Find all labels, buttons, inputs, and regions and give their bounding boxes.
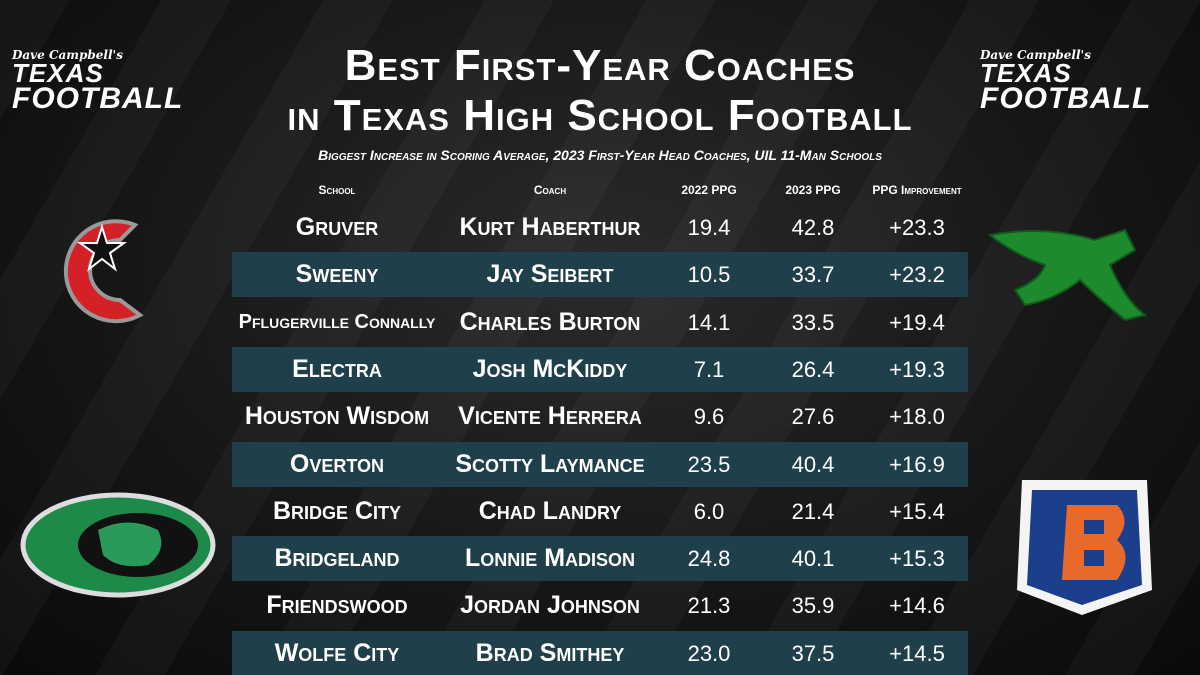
number-cell: 6.0 — [693, 498, 725, 524]
brand-line: TEXAS — [980, 58, 1072, 88]
brand-byline: Dave Campbell's — [980, 48, 1091, 62]
text-cell: Bridge City — [272, 496, 402, 525]
column-header: 2022 PPG — [681, 183, 737, 197]
text-cell: Kurt Haberthur — [459, 213, 641, 241]
text-cell: Pflugerville Connally — [238, 310, 436, 333]
subtitle: Biggest Increase in Scoring Average, 202… — [318, 147, 882, 163]
number-cell: 33.7 — [791, 262, 835, 288]
brand-byline: Dave Campbell's — [12, 48, 123, 62]
number-cell: 24.8 — [687, 546, 731, 572]
number-cell: 14.1 — [687, 309, 731, 335]
column-header: 2023 PPG — [785, 183, 841, 197]
number-cell: 21.4 — [791, 498, 835, 524]
text-cell: Overton — [289, 449, 385, 478]
number-cell: 10.5 — [687, 262, 731, 288]
number-cell: 26.4 — [791, 356, 835, 382]
number-cell: 9.6 — [693, 404, 725, 430]
text-cell: Josh McKiddy — [472, 354, 628, 383]
column-header: School — [318, 183, 356, 197]
text-cell: Bridgeland — [274, 544, 400, 573]
text-cell: Gruver — [295, 213, 379, 241]
table-row: Wolfe City Brad Smithey 23.0 37.5 +14.5 — [232, 630, 968, 675]
number-cell: +15.3 — [889, 546, 945, 572]
team-logo — [20, 492, 216, 598]
table-row: Houston Wisdom Vicente Herrera 9.6 27.6 +18.… — [232, 394, 968, 439]
title-line: Best First-Year Coaches — [344, 41, 856, 90]
number-cell: 21.3 — [687, 593, 731, 619]
number-cell: +23.2 — [889, 262, 945, 288]
column-header: Coach — [533, 183, 567, 197]
number-cell: +23.3 — [889, 215, 945, 240]
number-cell: 27.6 — [791, 404, 835, 430]
text-cell: Scotty Laymance — [455, 449, 645, 478]
number-cell: 40.1 — [791, 546, 835, 572]
text-cell: Jay Seibert — [486, 260, 614, 289]
text-cell: Charles Burton — [459, 307, 641, 336]
team-logo — [1017, 480, 1152, 615]
text-cell: Electra — [292, 354, 382, 383]
text-cell: Vicente Herrera — [458, 402, 642, 431]
table-row: Bridge City Chad Landry 6.0 21.4 +15.4 — [232, 489, 968, 534]
table-row: Electra Josh McKiddy 7.1 26.4 +19.3 — [232, 346, 968, 392]
brand-line: FOOTBALL — [980, 82, 1152, 116]
team-logo — [63, 219, 144, 324]
text-cell: Wolfe City — [274, 638, 400, 667]
number-cell: 42.8 — [791, 215, 835, 240]
text-cell: Friendswood — [266, 591, 408, 620]
table-row: Bridgeland Lonnie Madison 24.8 40.1 +15.3 — [232, 536, 968, 582]
number-cell: +19.4 — [889, 309, 945, 335]
number-cell: +18.0 — [889, 404, 945, 430]
text-cell: Sweeny — [295, 260, 379, 289]
table-row: Overton Scotty Laymance 23.5 40.4 +16.9 — [232, 441, 968, 487]
number-cell: 33.5 — [791, 309, 835, 335]
number-cell: +16.9 — [889, 451, 945, 477]
text-cell: Houston Wisdom — [244, 402, 430, 431]
brand-logo: Dave Campbell's TEXAS FOOTBALL — [12, 48, 232, 114]
title-line: in Texas High School Football — [287, 91, 913, 140]
team-logo — [987, 228, 1148, 322]
number-cell: 40.4 — [791, 451, 835, 477]
table-row: Sweeny Jay Seibert 10.5 33.7 +23.2 — [232, 252, 968, 298]
number-cell: 23.0 — [687, 640, 731, 666]
text-cell: Lonnie Madison — [464, 544, 636, 573]
brand-line: FOOTBALL — [12, 82, 184, 116]
number-cell: +15.4 — [889, 498, 945, 524]
number-cell: +14.6 — [889, 593, 945, 619]
text-cell: Chad Landry — [478, 496, 622, 525]
number-cell: 19.4 — [687, 215, 731, 240]
table-row: Pflugerville Connally Charles Burton 14.1 3… — [232, 300, 968, 345]
number-cell: 7.1 — [693, 356, 725, 382]
column-header: PPG Improvement — [872, 183, 962, 197]
brand-logo: Dave Campbell's TEXAS FOOTBALL — [980, 48, 1200, 114]
number-cell: 35.9 — [791, 593, 835, 619]
number-cell: +19.3 — [889, 356, 945, 382]
brand-line: TEXAS — [12, 58, 104, 88]
number-cell: 37.5 — [791, 640, 835, 666]
table-row: Gruver Kurt Haberthur 19.4 42.8 +23.3 — [232, 205, 968, 250]
number-cell: +14.5 — [889, 640, 945, 666]
text-cell: Jordan Johnson — [460, 591, 640, 620]
table-row: Friendswood Jordan Johnson 21.3 35.9 +14.6 — [232, 583, 968, 628]
number-cell: 23.5 — [687, 451, 731, 477]
text-cell: Brad Smithey — [475, 638, 625, 667]
